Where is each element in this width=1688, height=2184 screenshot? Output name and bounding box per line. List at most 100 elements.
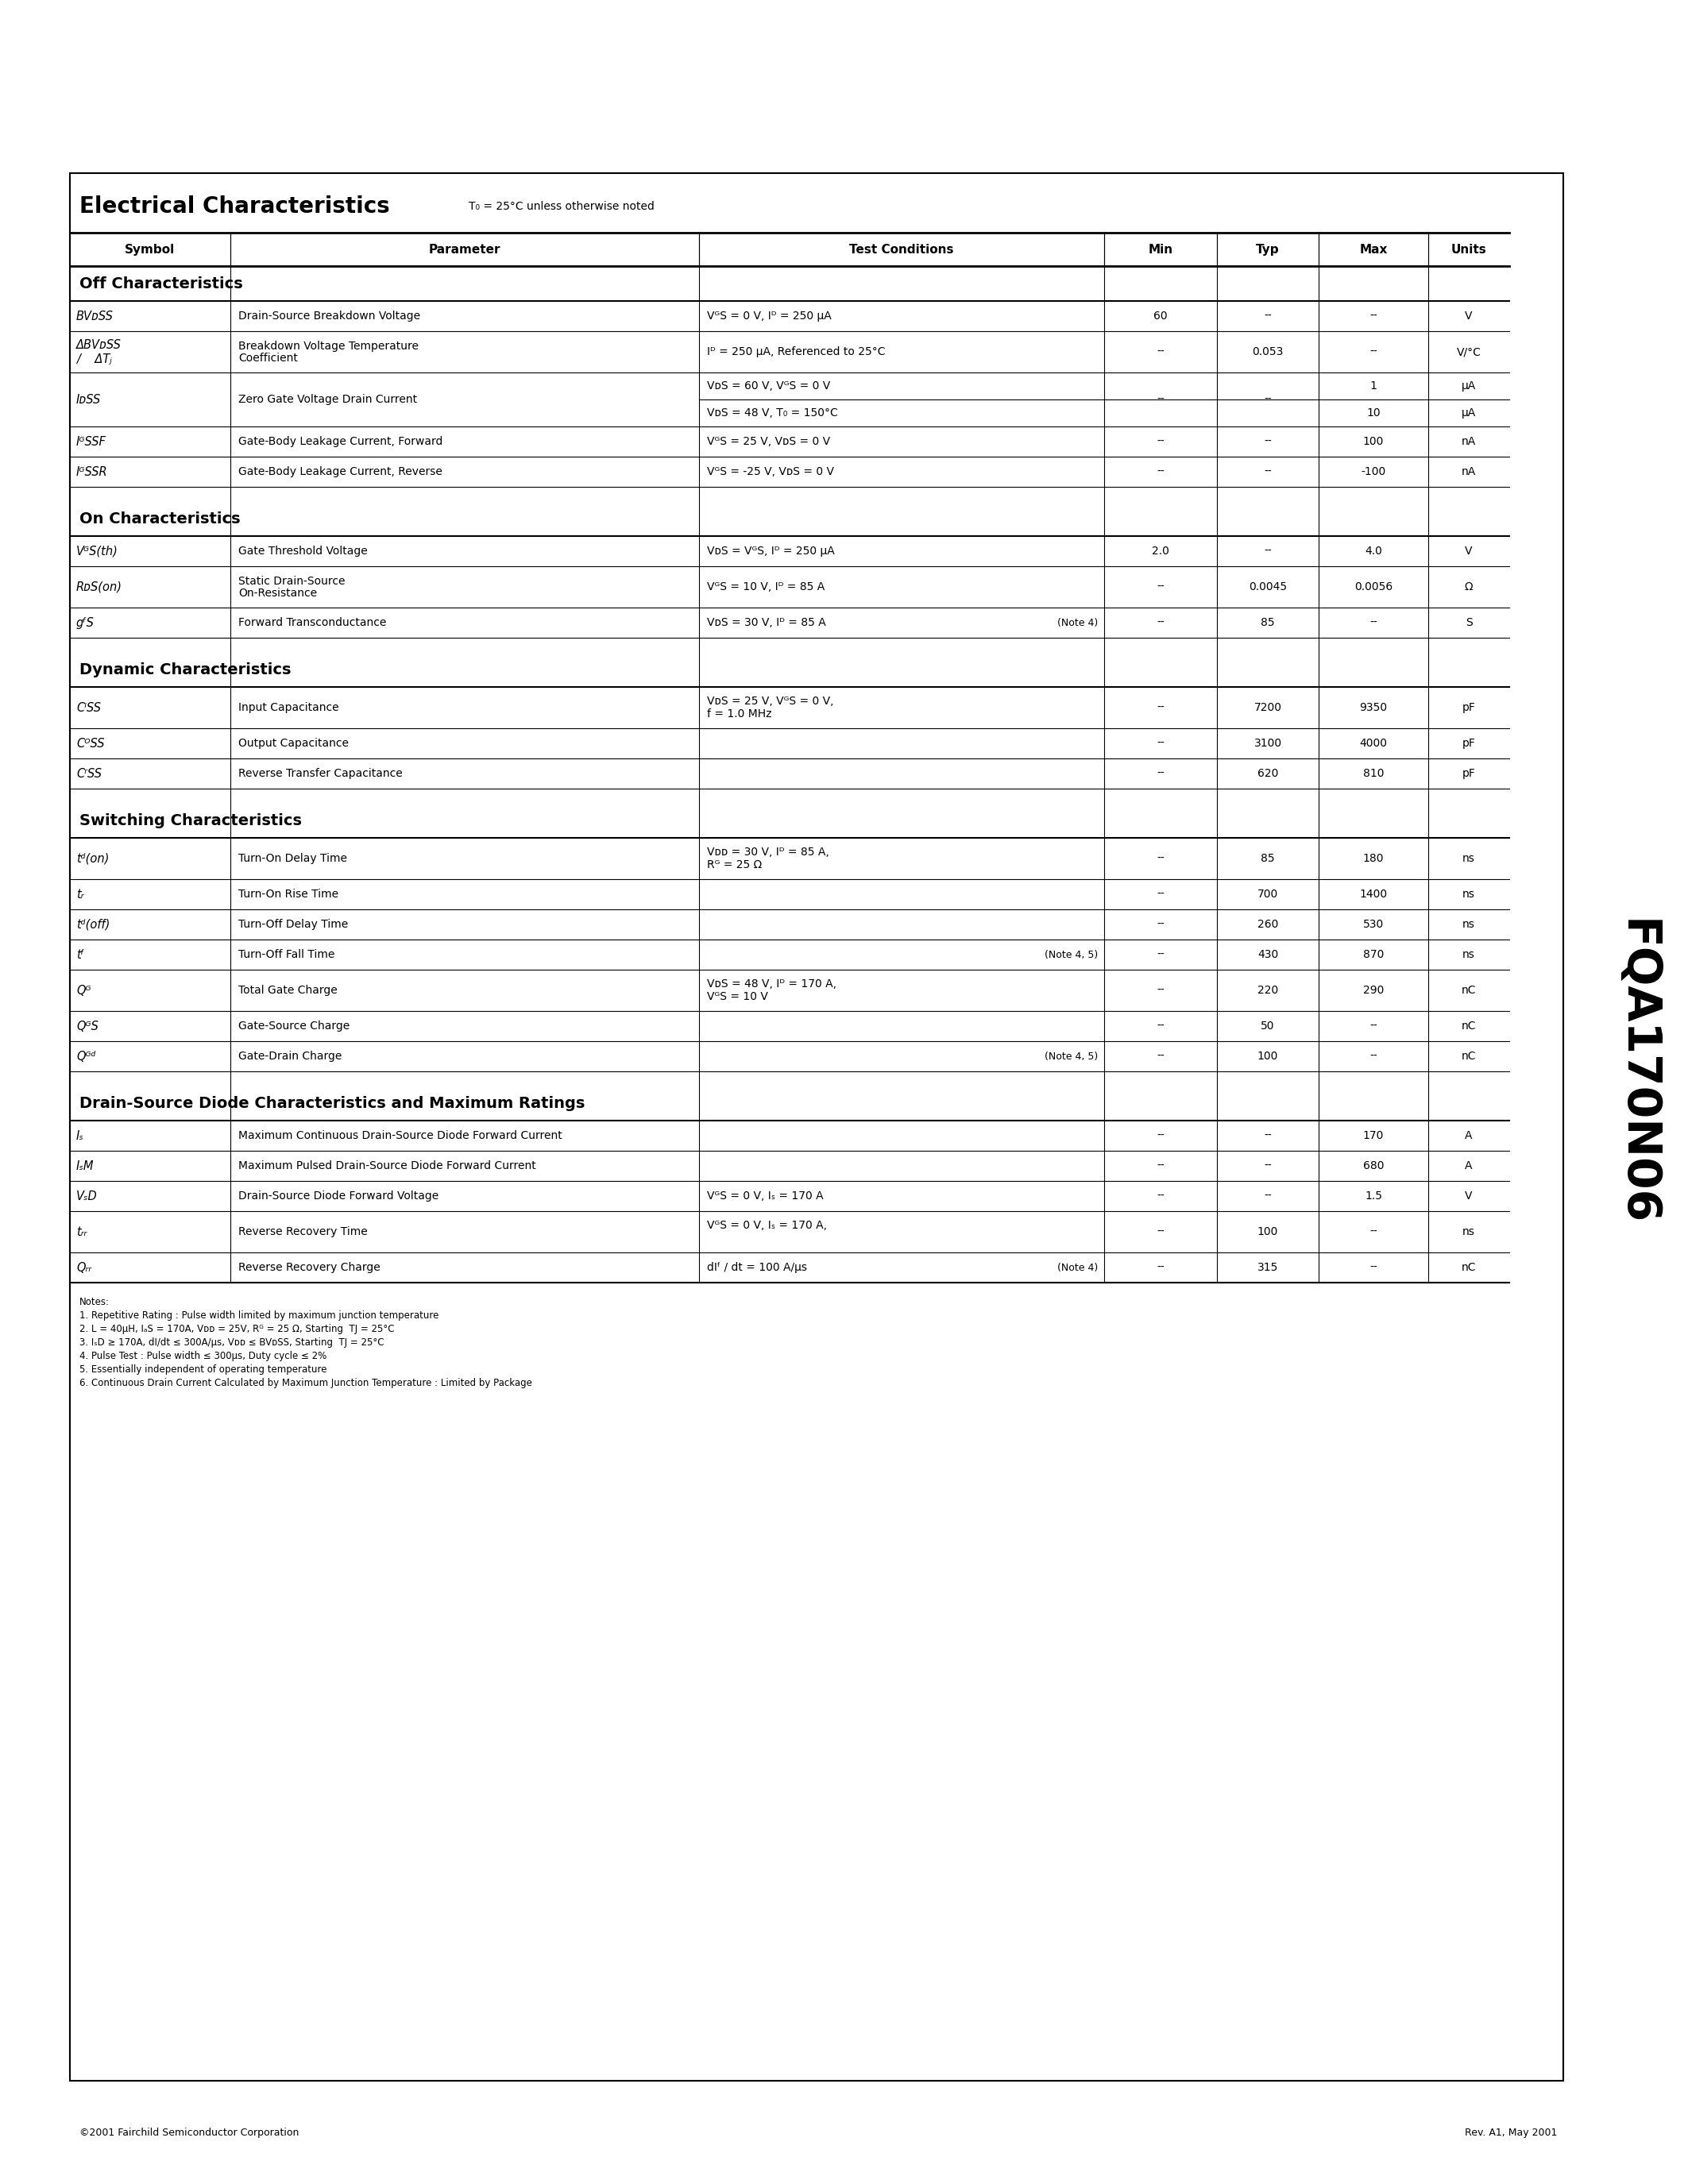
- Text: 0.053: 0.053: [1252, 347, 1283, 358]
- Text: --: --: [1369, 310, 1377, 321]
- Text: VᴅS = 48 V, Iᴰ = 170 A,: VᴅS = 48 V, Iᴰ = 170 A,: [707, 978, 837, 989]
- Text: IᴳSSF: IᴳSSF: [76, 435, 106, 448]
- Text: Iₛ: Iₛ: [76, 1129, 84, 1142]
- Text: Output Capacitance: Output Capacitance: [238, 738, 349, 749]
- Text: 170: 170: [1362, 1129, 1384, 1142]
- Text: Rev. A1, May 2001: Rev. A1, May 2001: [1465, 2127, 1556, 2138]
- Text: nA: nA: [1462, 437, 1475, 448]
- Text: 2. L = 40μH, IₐS = 170A, Vᴅᴅ = 25V, Rᴳ = 25 Ω, Starting  TJ = 25°C: 2. L = 40μH, IₐS = 170A, Vᴅᴅ = 25V, Rᴳ =…: [79, 1324, 395, 1334]
- Text: 3100: 3100: [1254, 738, 1281, 749]
- Text: nC: nC: [1462, 985, 1475, 996]
- Text: /    ΔTⱼ: / ΔTⱼ: [76, 354, 111, 365]
- Text: --: --: [1264, 465, 1271, 478]
- Text: VᴳS = 0 V, Iₛ = 170 A,: VᴳS = 0 V, Iₛ = 170 A,: [707, 1221, 827, 1232]
- Text: 100: 100: [1258, 1051, 1278, 1061]
- Text: --: --: [1156, 950, 1165, 961]
- Text: -100: -100: [1361, 465, 1386, 478]
- Text: --: --: [1369, 347, 1377, 358]
- Text: 5. Essentially independent of operating temperature: 5. Essentially independent of operating …: [79, 1365, 327, 1374]
- Text: Drain-Source Diode Characteristics and Maximum Ratings: Drain-Source Diode Characteristics and M…: [79, 1096, 586, 1112]
- Text: Turn-Off Delay Time: Turn-Off Delay Time: [238, 919, 348, 930]
- Text: --: --: [1156, 738, 1165, 749]
- Text: gᶠS: gᶠS: [76, 616, 95, 629]
- Text: Dynamic Characteristics: Dynamic Characteristics: [79, 662, 290, 677]
- Text: S: S: [1465, 618, 1472, 629]
- Text: VᴅS = 30 V, Iᴰ = 85 A: VᴅS = 30 V, Iᴰ = 85 A: [707, 618, 825, 629]
- Text: Zero Gate Voltage Drain Current: Zero Gate Voltage Drain Current: [238, 393, 417, 404]
- Text: 870: 870: [1362, 950, 1384, 961]
- Text: Notes:: Notes:: [79, 1297, 110, 1308]
- Text: Typ: Typ: [1256, 242, 1280, 256]
- Text: IᴅSS: IᴅSS: [76, 393, 101, 406]
- Text: tᵈ(on): tᵈ(on): [76, 852, 110, 865]
- Text: Maximum Pulsed Drain-Source Diode Forward Current: Maximum Pulsed Drain-Source Diode Forwar…: [238, 1160, 537, 1171]
- Text: f = 1.0 MHz: f = 1.0 MHz: [707, 708, 771, 719]
- Text: Reverse Recovery Charge: Reverse Recovery Charge: [238, 1262, 380, 1273]
- Text: 7200: 7200: [1254, 701, 1281, 714]
- Text: --: --: [1369, 618, 1377, 629]
- Text: VₛD: VₛD: [76, 1190, 98, 1201]
- Text: pF: pF: [1462, 769, 1475, 780]
- Text: 1.5: 1.5: [1364, 1190, 1382, 1201]
- Text: 0.0045: 0.0045: [1249, 581, 1286, 592]
- Text: Reverse Transfer Capacitance: Reverse Transfer Capacitance: [238, 769, 402, 780]
- Text: ns: ns: [1462, 950, 1475, 961]
- Text: --: --: [1156, 1262, 1165, 1273]
- Text: A: A: [1465, 1160, 1472, 1171]
- Text: Switching Characteristics: Switching Characteristics: [79, 812, 302, 828]
- Text: ns: ns: [1462, 889, 1475, 900]
- Text: --: --: [1156, 1129, 1165, 1142]
- Text: μA: μA: [1462, 408, 1475, 419]
- Text: 100: 100: [1258, 1225, 1278, 1238]
- Text: Turn-On Delay Time: Turn-On Delay Time: [238, 854, 348, 865]
- Text: --: --: [1264, 437, 1271, 448]
- Text: Maximum Continuous Drain-Source Diode Forward Current: Maximum Continuous Drain-Source Diode Fo…: [238, 1129, 562, 1142]
- Text: Units: Units: [1452, 242, 1487, 256]
- Text: --: --: [1156, 1160, 1165, 1171]
- Text: 680: 680: [1362, 1160, 1384, 1171]
- Text: 1: 1: [1371, 380, 1377, 391]
- Text: V: V: [1465, 1190, 1472, 1201]
- Text: VᴳS = 10 V, Iᴰ = 85 A: VᴳS = 10 V, Iᴰ = 85 A: [707, 581, 825, 592]
- Text: 430: 430: [1258, 950, 1278, 961]
- Text: Forward Transconductance: Forward Transconductance: [238, 618, 387, 629]
- Text: --: --: [1156, 393, 1165, 404]
- Text: 9350: 9350: [1359, 701, 1388, 714]
- Text: Qᵣᵣ: Qᵣᵣ: [76, 1262, 91, 1273]
- Text: --: --: [1369, 1262, 1377, 1273]
- Text: --: --: [1264, 1160, 1271, 1171]
- Text: 220: 220: [1258, 985, 1278, 996]
- Text: --: --: [1264, 1129, 1271, 1142]
- Text: --: --: [1156, 437, 1165, 448]
- Text: 290: 290: [1362, 985, 1384, 996]
- Text: 180: 180: [1362, 854, 1384, 865]
- Text: 85: 85: [1261, 854, 1274, 865]
- Text: ns: ns: [1462, 1225, 1475, 1238]
- Text: nA: nA: [1462, 465, 1475, 478]
- Text: VᴳS = 0 V, Iₛ = 170 A: VᴳS = 0 V, Iₛ = 170 A: [707, 1190, 824, 1201]
- Text: Gate Threshold Voltage: Gate Threshold Voltage: [238, 546, 368, 557]
- Text: --: --: [1156, 1051, 1165, 1061]
- Text: nC: nC: [1462, 1262, 1475, 1273]
- Text: Ω: Ω: [1465, 581, 1474, 592]
- Text: --: --: [1156, 1190, 1165, 1201]
- Text: 85: 85: [1261, 618, 1274, 629]
- Text: V: V: [1465, 546, 1472, 557]
- Text: Min: Min: [1148, 242, 1173, 256]
- Text: tᶠ: tᶠ: [76, 948, 84, 961]
- Text: Static Drain-Source: Static Drain-Source: [238, 574, 344, 587]
- Text: Gate-Body Leakage Current, Forward: Gate-Body Leakage Current, Forward: [238, 437, 442, 448]
- Text: T₀ = 25°C unless otherwise noted: T₀ = 25°C unless otherwise noted: [469, 201, 655, 212]
- Text: (Note 4): (Note 4): [1057, 618, 1097, 627]
- Text: VᴅS = 48 V, T₀ = 150°C: VᴅS = 48 V, T₀ = 150°C: [707, 408, 837, 419]
- Text: Electrical Characteristics: Electrical Characteristics: [79, 194, 390, 218]
- Text: Rᴳ = 25 Ω: Rᴳ = 25 Ω: [707, 858, 761, 871]
- Text: pF: pF: [1462, 738, 1475, 749]
- Text: Qᴳᵈ: Qᴳᵈ: [76, 1051, 96, 1061]
- Text: VᴅS = 60 V, VᴳS = 0 V: VᴅS = 60 V, VᴳS = 0 V: [707, 380, 830, 391]
- Text: --: --: [1156, 854, 1165, 865]
- Text: --: --: [1369, 1225, 1377, 1238]
- Text: V: V: [1465, 310, 1472, 321]
- Text: (Note 4, 5): (Note 4, 5): [1045, 950, 1097, 959]
- Text: 1. Repetitive Rating : Pulse width limited by maximum junction temperature: 1. Repetitive Rating : Pulse width limit…: [79, 1310, 439, 1321]
